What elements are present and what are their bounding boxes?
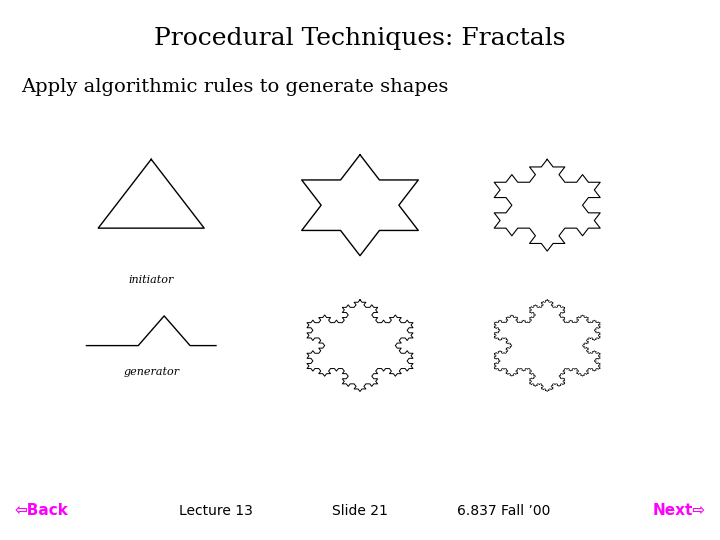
Text: Procedural Techniques: Fractals: Procedural Techniques: Fractals: [154, 27, 566, 50]
Text: generator: generator: [123, 367, 179, 377]
Text: ⇦Back: ⇦Back: [14, 503, 68, 518]
Text: Apply algorithmic rules to generate shapes: Apply algorithmic rules to generate shap…: [22, 78, 449, 96]
Text: 6.837 Fall ’00: 6.837 Fall ’00: [457, 504, 551, 518]
Text: Lecture 13: Lecture 13: [179, 504, 253, 518]
Text: initiator: initiator: [128, 275, 174, 286]
Text: Slide 21: Slide 21: [332, 504, 388, 518]
Text: Next⇨: Next⇨: [652, 503, 706, 518]
